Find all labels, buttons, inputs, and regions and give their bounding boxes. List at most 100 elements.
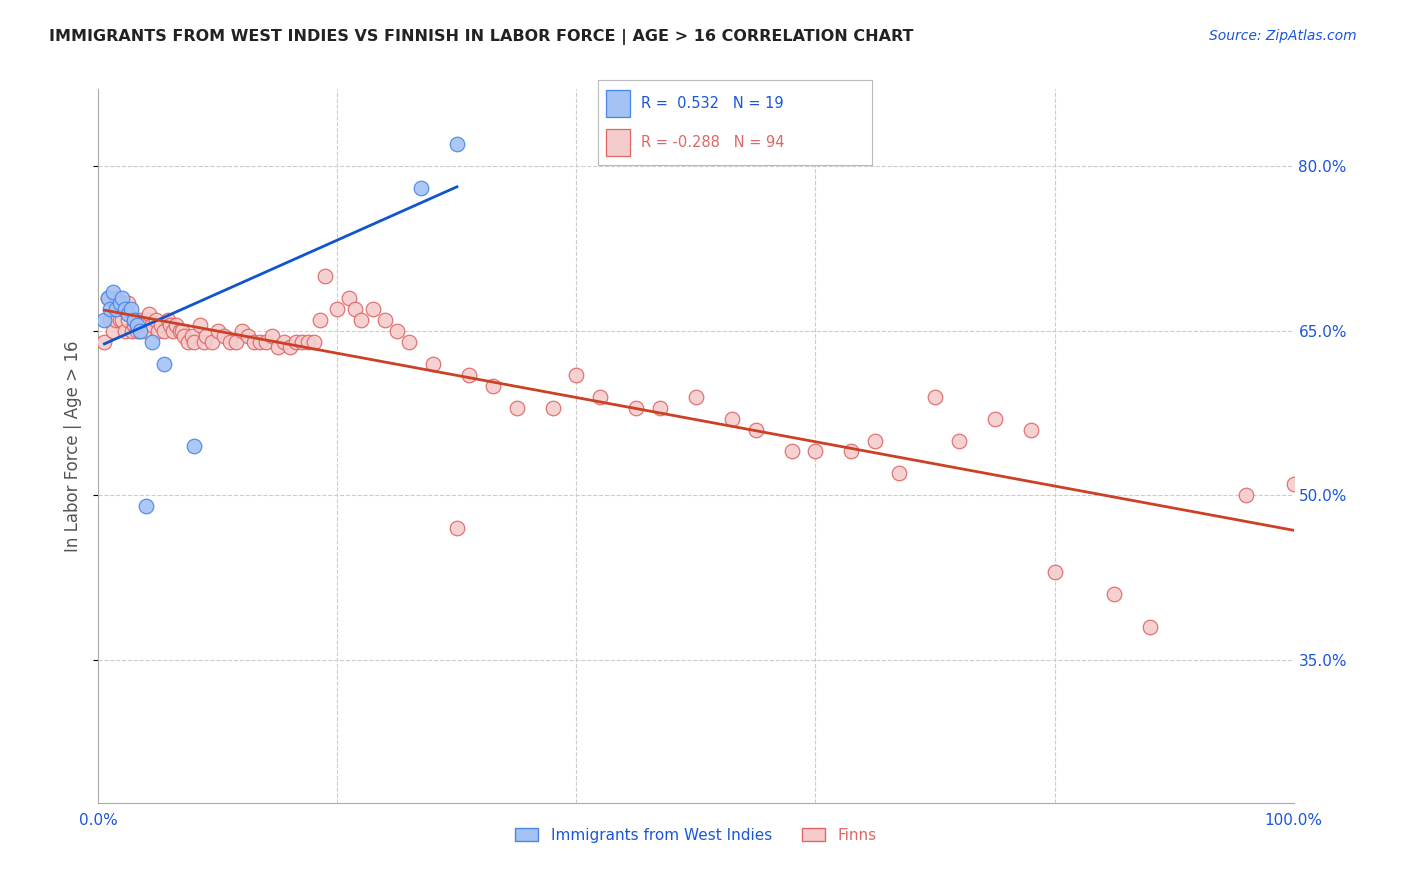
Point bbox=[273, 334, 295, 349]
Point bbox=[124, 318, 146, 333]
Point bbox=[236, 329, 259, 343]
Point bbox=[243, 334, 266, 349]
Point bbox=[124, 312, 146, 326]
Point bbox=[685, 390, 707, 404]
Point bbox=[446, 521, 468, 535]
Point bbox=[648, 401, 672, 415]
Point bbox=[105, 301, 128, 316]
Point bbox=[101, 285, 124, 300]
Point bbox=[481, 378, 505, 392]
Point bbox=[363, 301, 385, 316]
Point bbox=[458, 368, 481, 382]
Point bbox=[101, 324, 124, 338]
Point bbox=[114, 301, 136, 316]
Point bbox=[297, 334, 319, 349]
Point bbox=[117, 296, 139, 310]
Point bbox=[165, 318, 187, 333]
Point bbox=[398, 334, 420, 349]
Point bbox=[117, 307, 139, 321]
Point bbox=[315, 268, 337, 283]
Point bbox=[565, 368, 588, 382]
Point bbox=[326, 301, 349, 316]
Point bbox=[159, 318, 181, 333]
Point bbox=[284, 334, 307, 349]
Text: R = -0.288   N = 94: R = -0.288 N = 94 bbox=[641, 135, 785, 150]
Point bbox=[129, 312, 152, 326]
Text: Source: ZipAtlas.com: Source: ZipAtlas.com bbox=[1209, 29, 1357, 43]
Point bbox=[278, 340, 301, 354]
Point bbox=[105, 291, 128, 305]
Point bbox=[180, 329, 202, 343]
Point bbox=[125, 324, 148, 338]
Point bbox=[350, 312, 373, 326]
Point bbox=[183, 439, 205, 453]
Point bbox=[302, 334, 325, 349]
Point bbox=[924, 390, 946, 404]
Point bbox=[114, 324, 136, 338]
Point bbox=[111, 312, 134, 326]
Point bbox=[156, 312, 179, 326]
Point bbox=[138, 307, 160, 321]
Point bbox=[865, 434, 887, 448]
Point bbox=[121, 324, 143, 338]
Point bbox=[339, 291, 361, 305]
Point bbox=[889, 467, 911, 481]
Point bbox=[344, 301, 367, 316]
Point bbox=[141, 318, 163, 333]
Point bbox=[129, 324, 152, 338]
Point bbox=[149, 318, 172, 333]
Point bbox=[267, 340, 290, 354]
Point bbox=[780, 444, 803, 458]
Point bbox=[984, 411, 1007, 425]
Point bbox=[108, 312, 131, 326]
Point bbox=[97, 291, 120, 305]
Point bbox=[93, 334, 115, 349]
Point bbox=[124, 312, 146, 326]
Point bbox=[626, 401, 648, 415]
Point bbox=[117, 312, 139, 326]
Point bbox=[385, 324, 409, 338]
Legend: Immigrants from West Indies, Finns: Immigrants from West Indies, Finns bbox=[509, 822, 883, 848]
Point bbox=[219, 334, 242, 349]
Point bbox=[172, 324, 194, 338]
Point bbox=[93, 312, 115, 326]
Point bbox=[254, 334, 277, 349]
Point bbox=[173, 329, 195, 343]
Point bbox=[120, 301, 142, 316]
Point bbox=[422, 357, 444, 371]
Point bbox=[145, 312, 167, 326]
Point bbox=[148, 324, 170, 338]
Point bbox=[589, 390, 612, 404]
Point bbox=[188, 318, 211, 333]
Point bbox=[162, 324, 184, 338]
Text: R =  0.532   N = 19: R = 0.532 N = 19 bbox=[641, 95, 785, 111]
Point bbox=[201, 334, 224, 349]
Point bbox=[1019, 423, 1042, 437]
Point bbox=[153, 357, 176, 371]
Text: IMMIGRANTS FROM WEST INDIES VS FINNISH IN LABOR FORCE | AGE > 16 CORRELATION CHA: IMMIGRANTS FROM WEST INDIES VS FINNISH I… bbox=[49, 29, 914, 45]
Point bbox=[225, 334, 247, 349]
Point bbox=[111, 291, 134, 305]
Point bbox=[177, 334, 200, 349]
Point bbox=[129, 324, 152, 338]
Point bbox=[291, 334, 314, 349]
Point bbox=[1282, 477, 1305, 491]
Point bbox=[125, 318, 148, 333]
Y-axis label: In Labor Force | Age > 16: In Labor Force | Age > 16 bbox=[65, 340, 83, 552]
Point bbox=[153, 324, 176, 338]
Point bbox=[231, 324, 253, 338]
Point bbox=[105, 312, 128, 326]
Point bbox=[1043, 566, 1066, 580]
Point bbox=[841, 444, 863, 458]
Point bbox=[1104, 587, 1126, 601]
Point bbox=[97, 291, 120, 305]
Point bbox=[135, 312, 157, 326]
Point bbox=[804, 444, 827, 458]
Bar bbox=[606, 128, 630, 156]
Point bbox=[745, 423, 768, 437]
Point bbox=[111, 301, 134, 316]
Point bbox=[98, 312, 122, 326]
Point bbox=[721, 411, 744, 425]
Point bbox=[308, 312, 330, 326]
Point bbox=[207, 324, 229, 338]
